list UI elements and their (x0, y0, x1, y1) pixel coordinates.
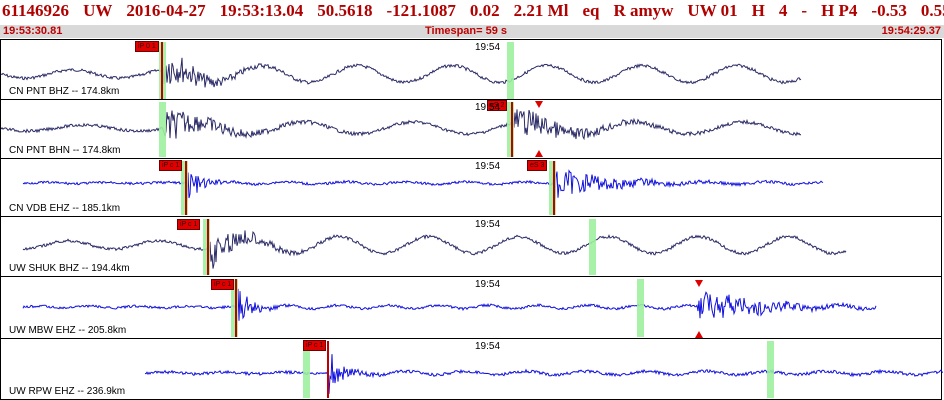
p-pick-line[interactable] (161, 42, 163, 99)
end-time: 19:54:29.37 (881, 25, 941, 37)
amplitude-marker-icon (695, 280, 703, 287)
p-pick-line[interactable] (235, 279, 237, 337)
p-pick-tag[interactable]: iP c 1 (177, 219, 201, 230)
waveform-trace (22, 167, 824, 201)
station-label: CN PNT BHZ -- 174.8km (9, 86, 120, 97)
event-date: 2016-04-27 (126, 1, 206, 20)
pick-window (159, 102, 166, 157)
timespan-label: Timespan= 59 s (425, 25, 508, 37)
waveform-trace (1, 109, 802, 141)
pick-window (203, 219, 210, 275)
waveform-trace (22, 288, 877, 321)
event-val2: 0.55 (920, 1, 944, 20)
pick-window (507, 42, 514, 99)
pick-window (637, 279, 644, 337)
waveform-panel-mbw-ehz[interactable]: iP c 1 19:54 UW MBW EHZ -- 205.8km (0, 277, 942, 339)
station-label: CN PNT BHN -- 174.8km (9, 145, 121, 156)
amplitude-marker-icon (535, 150, 543, 157)
event-quality: H (751, 1, 765, 20)
waveform-panels: iP 0 1 19:54 CN PNT BHZ -- 174.8km eS 2 … (0, 39, 944, 400)
amplitude-marker-icon (695, 331, 703, 338)
waveform-panel-pnt-bhn[interactable]: eS 2 19:54 CN PNT BHN -- 174.8km (0, 100, 942, 159)
pick-window (767, 341, 774, 398)
station-label: UW RPW EHZ -- 236.9km (9, 386, 126, 397)
station-label: UW MBW EHZ -- 205.8km (9, 325, 127, 336)
s-pick-tag[interactable]: eS 3 (527, 160, 548, 171)
p-pick-line[interactable] (327, 341, 329, 398)
start-time: 19:53:30.81 (3, 25, 63, 37)
minute-mark: 19:54 (475, 161, 501, 172)
event-val1: -0.53 (871, 1, 907, 20)
p-pick-line[interactable] (185, 161, 187, 215)
pick-window (507, 102, 514, 157)
event-dash: - (801, 1, 808, 20)
waveform-panel-pnt-bhz[interactable]: iP 0 1 19:54 CN PNT BHZ -- 174.8km (0, 39, 942, 100)
p-pick-line[interactable] (207, 219, 209, 275)
waveform-trace (144, 354, 943, 394)
event-phase: H P4 (821, 1, 858, 20)
waveform-panel-shuk-bhz[interactable]: iP c 1 19:54 UW SHUK BHZ -- 194.4km (0, 217, 942, 277)
minute-mark: 19:54 (475, 42, 501, 53)
station-label: UW SHUK BHZ -- 194.4km (9, 263, 130, 274)
pick-window (181, 161, 188, 215)
waveform-trace (1, 57, 802, 88)
event-lon: -121.1087 (386, 1, 456, 20)
event-header: 61146926 UW 2016-04-27 19:53:13.04 50.5618 -1… (0, 0, 944, 40)
event-network: UW (83, 1, 113, 20)
minute-mark: 19:54 (475, 279, 501, 290)
p-pick-tag[interactable]: iP c 1 (159, 160, 183, 171)
pick-window (589, 219, 596, 275)
minute-mark: 19:54 (475, 102, 501, 113)
s-pick-tag[interactable]: eS 2 (487, 100, 508, 111)
p-pick-tag[interactable]: iP 0 1 (135, 41, 159, 52)
pick-window (231, 279, 238, 337)
s-pick-line[interactable] (511, 102, 513, 157)
waveform-trace (22, 230, 847, 269)
event-magnitude: 2.21 Ml (513, 1, 569, 20)
event-flags: R amyw (613, 1, 674, 20)
s-pick-line[interactable] (553, 161, 555, 215)
waveform-panel-rpw-ehz[interactable]: iP c 1 19:54 UW RPW EHZ -- 236.9km (0, 339, 943, 400)
waveform-panel-vdb-ehz[interactable]: iP c 1 eS 3 19:54 CN VDB EHZ -- 185.1km (0, 159, 942, 217)
event-type: eq (582, 1, 600, 20)
event-time: 19:53:13.04 (219, 1, 304, 20)
pick-window (303, 341, 310, 398)
amplitude-marker-icon (535, 101, 543, 108)
event-lat: 50.5618 (317, 1, 373, 20)
event-solution: UW 01 (687, 1, 738, 20)
p-pick-tag[interactable]: iP c 1 (303, 340, 327, 351)
time-bar: 19:53:30.81 Timespan= 59 s 19:54:29.37 (0, 25, 944, 38)
minute-mark: 19:54 (475, 219, 501, 230)
event-summary-line: 61146926 UW 2016-04-27 19:53:13.04 50.5618 -1… (2, 1, 944, 21)
event-depth: 0.02 (469, 1, 500, 20)
event-count: 4 (778, 1, 788, 20)
pick-window (549, 161, 556, 215)
station-label: CN VDB EHZ -- 185.1km (9, 203, 121, 214)
minute-mark: 19:54 (475, 341, 501, 352)
p-pick-tag[interactable]: iP c 1 (211, 279, 235, 290)
event-id: 61146926 (2, 1, 70, 20)
